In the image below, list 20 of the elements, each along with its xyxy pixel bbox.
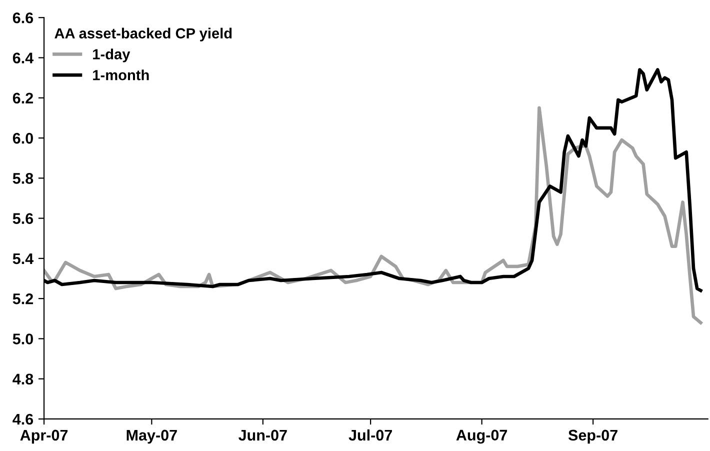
x-tick-label: Aug-07: [456, 430, 508, 444]
x-tick-label: Sep-07: [568, 430, 618, 444]
legend-label: 1-month: [93, 70, 149, 80]
y-tick-label: 5.0: [12, 334, 33, 344]
y-tick-label: 6.2: [12, 92, 33, 104]
y-tick-label: 6.6: [12, 12, 34, 24]
y-tick-label: 4.8: [12, 374, 34, 385]
y-tick-label: 5.8: [12, 173, 34, 184]
y-tick-label: 6.0: [12, 132, 33, 144]
y-tick-label: 5.2: [12, 293, 33, 304]
y-tick-label: 6.4: [12, 52, 34, 64]
legend-title: AA asset-backed CP yield: [54, 28, 232, 42]
x-tick-label: Jun-07: [238, 430, 287, 441]
x-tick-label: Apr-07: [20, 430, 68, 444]
x-tick-label: May-07: [126, 430, 177, 444]
legend-label: 1-day: [93, 48, 130, 62]
y-tick-label: 4.6: [12, 414, 34, 425]
x-tick-label: Jul-07: [348, 429, 392, 441]
y-tick-label: 5.4: [12, 253, 34, 264]
y-tick-label: 5.6: [12, 213, 34, 224]
